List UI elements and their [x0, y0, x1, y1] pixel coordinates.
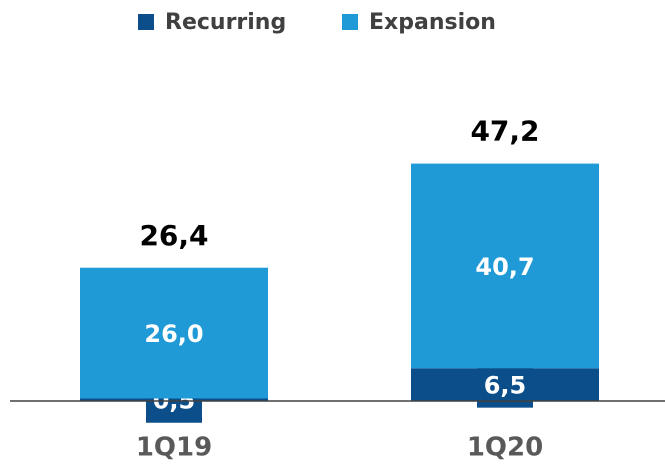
legend-swatch [138, 14, 154, 30]
x-tick-label: 1Q20 [467, 433, 543, 463]
legend-label: Expansion [369, 10, 496, 35]
label-box [477, 361, 533, 408]
legend-label: Recurring [165, 10, 286, 35]
total-label: 26,4 [139, 219, 208, 252]
bar-segment [80, 267, 268, 399]
legend-swatch [342, 14, 358, 30]
value-label: 26,0 [144, 320, 203, 348]
bar-segment [411, 163, 599, 369]
value-label: 6,5 [484, 372, 527, 400]
total-label: 47,2 [470, 115, 539, 148]
x-tick-label: 1Q19 [136, 433, 212, 463]
value-label: 40,7 [475, 253, 534, 281]
